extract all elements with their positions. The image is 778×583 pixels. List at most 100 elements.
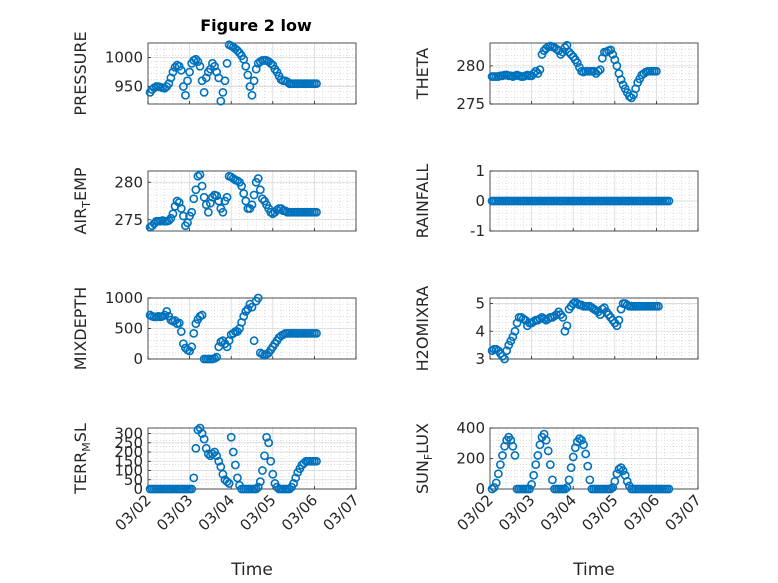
- data-point: [181, 90, 190, 100]
- data-point: [548, 475, 557, 485]
- axes-box: [147, 170, 357, 232]
- data-point: [266, 58, 276, 68]
- x-tick-label: 03/07: [662, 491, 705, 534]
- subplot-8: 020040003/0203/0303/0403/0503/0603/07SUN…: [413, 419, 705, 580]
- data-point: [487, 484, 497, 494]
- data-point: [506, 336, 516, 346]
- data-point: [164, 216, 174, 225]
- data-point: [562, 483, 572, 492]
- y-tick-label: 400: [456, 419, 485, 437]
- data-point: [535, 65, 545, 75]
- data-point: [504, 340, 514, 350]
- data-point: [272, 205, 282, 215]
- x-tick-label: 03/07: [320, 491, 363, 534]
- data-point: [560, 484, 570, 494]
- x-tick-label: 03/05: [236, 491, 279, 534]
- data-point: [201, 443, 211, 453]
- data-point: [257, 466, 267, 475]
- data-point: [508, 332, 518, 342]
- data-point: [624, 91, 634, 101]
- data-point: [176, 327, 186, 336]
- data-point: [174, 318, 184, 328]
- data-point: [595, 65, 605, 75]
- data-point: [212, 191, 222, 201]
- data-point: [285, 484, 294, 494]
- data-point: [312, 207, 321, 217]
- data-point: [543, 446, 553, 456]
- data-point: [562, 321, 572, 331]
- data-point: [268, 469, 278, 479]
- data-point: [545, 460, 555, 469]
- data-point: [203, 207, 213, 217]
- data-point: [178, 339, 188, 349]
- data-point: [218, 87, 228, 97]
- y-tick-label: 0: [133, 350, 143, 368]
- y-tick-label: 280: [114, 173, 143, 191]
- y-axis-label: AIRTEMP: [71, 167, 93, 234]
- data-point: [249, 76, 259, 86]
- y-tick-label: 300: [114, 425, 143, 443]
- y-axis-label: MIXDEPTH: [71, 287, 90, 370]
- data-point: [608, 50, 618, 59]
- axes-box: [489, 297, 699, 360]
- y-tick-label: 500: [114, 320, 143, 338]
- y-axis-label: THETA: [413, 48, 432, 100]
- data-point: [612, 61, 622, 71]
- data-point: [581, 449, 591, 459]
- data-point: [187, 342, 197, 352]
- y-axis-label: TERRMSL: [71, 423, 93, 495]
- data-point: [291, 473, 301, 483]
- y-tick-label: 3: [475, 350, 485, 368]
- data-point: [564, 475, 574, 485]
- data-point: [183, 76, 192, 86]
- data-point: [566, 50, 576, 59]
- data-point: [216, 96, 226, 106]
- data-point: [233, 46, 242, 55]
- data-point: [585, 475, 595, 485]
- data-point: [247, 200, 257, 210]
- data-point: [568, 452, 578, 462]
- data-point: [616, 304, 626, 314]
- data-point: [187, 207, 197, 217]
- x-tick-label: 03/05: [578, 491, 621, 534]
- data-point: [525, 484, 534, 494]
- data-point: [664, 196, 674, 206]
- data-point: [489, 483, 499, 492]
- data-point: [255, 185, 265, 195]
- data-point: [264, 438, 274, 448]
- data-point: [222, 192, 232, 202]
- data-point: [245, 82, 255, 91]
- y-tick-label: 100: [114, 462, 143, 480]
- data-point: [239, 311, 249, 321]
- y-tick-label: 0: [475, 192, 485, 210]
- y-tick-label: 950: [114, 78, 143, 96]
- data-point: [243, 304, 253, 314]
- data-point: [199, 192, 209, 202]
- data-point: [185, 346, 194, 356]
- x-tick-label: 03/03: [495, 491, 538, 534]
- data-point: [218, 469, 228, 479]
- data-point: [239, 189, 249, 198]
- data-point: [622, 476, 632, 486]
- data-point: [312, 79, 321, 89]
- data-point: [247, 302, 257, 312]
- subplot-5: 0 500 1000 MIXDEPTH: [71, 287, 357, 370]
- data-point: [220, 76, 230, 86]
- subplot-3: 275 280 AIRTEMP: [71, 167, 357, 235]
- data-point: [529, 470, 539, 480]
- data-point: [249, 336, 259, 346]
- data-point: [249, 190, 259, 200]
- data-point: [191, 54, 201, 64]
- data-point: [493, 469, 503, 479]
- x-tick-label: 03/06: [278, 491, 321, 534]
- data-point: [600, 303, 609, 313]
- data-point: [233, 176, 242, 186]
- data-point: [228, 328, 238, 338]
- data-point: [214, 196, 224, 206]
- data-point: [178, 82, 188, 91]
- subplot-6: 3 4 5 H2OMIXRA: [413, 286, 699, 371]
- data-point: [172, 196, 182, 206]
- data-point: [558, 47, 568, 57]
- data-point: [593, 66, 603, 76]
